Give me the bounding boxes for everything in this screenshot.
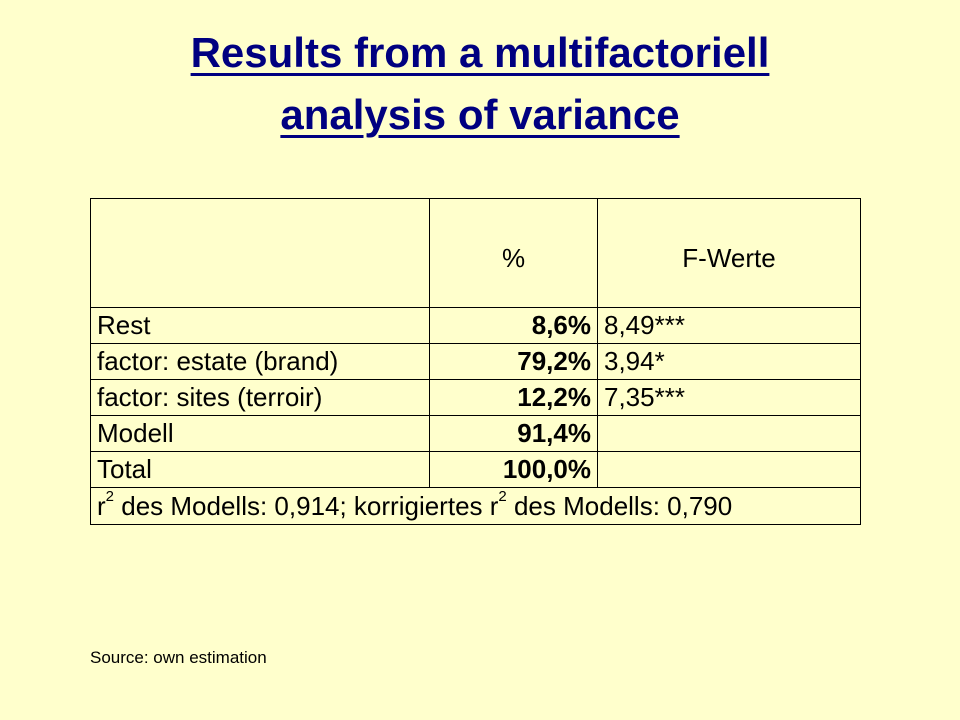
cell: factor: estate (brand) [90,343,430,380]
cell [597,415,861,452]
cell: Rest [90,307,430,344]
footer-row: r2 des Modells: 0,914; korrigiertes r2 d… [90,487,861,525]
superscript: 2 [105,487,115,505]
cell: Modell [90,415,430,452]
cell [90,198,430,308]
cell: 91,4% [429,415,598,452]
title: Results from a multifactoriell analysis … [0,22,960,146]
header-row: % F-Werte [90,198,861,308]
cell [597,451,861,488]
superscript: 2 [498,487,507,505]
row: Modell 91,4% [90,415,861,452]
cell: 8,49*** [597,307,861,344]
row: Rest 8,6% 8,49*** [90,307,861,344]
column-header: F-Werte [597,198,861,308]
cell: factor: sites (terroir) [90,379,430,416]
row: Total 100,0% [90,451,861,488]
row: factor: estate (brand) 79,2% 3,94* [90,343,861,380]
title-line: Results from a multifactoriell [190,29,770,76]
cell: 79,2% [429,343,598,380]
cell: 7,35*** [597,379,861,416]
cell: Total [90,451,430,488]
row: factor: sites (terroir) 12,2% 7,35*** [90,379,861,416]
column-header: % [429,198,598,308]
text: des Modells: 0,914; korrigiertes r [114,490,499,521]
cell: 100,0% [429,451,598,488]
source-note: Source: own estimation [90,648,267,667]
title-line: analysis of variance [280,91,680,138]
text: r [97,490,106,521]
results-table: % F-Werte Rest 8,6% 8,49*** factor: esta… [90,198,861,525]
footer-cell: r2 des Modells: 0,914; korrigiertes r2 d… [90,487,861,525]
cell: 8,6% [429,307,598,344]
text: des Modells: 0,790 [506,490,733,521]
cell: 3,94* [597,343,861,380]
cell: 12,2% [429,379,598,416]
